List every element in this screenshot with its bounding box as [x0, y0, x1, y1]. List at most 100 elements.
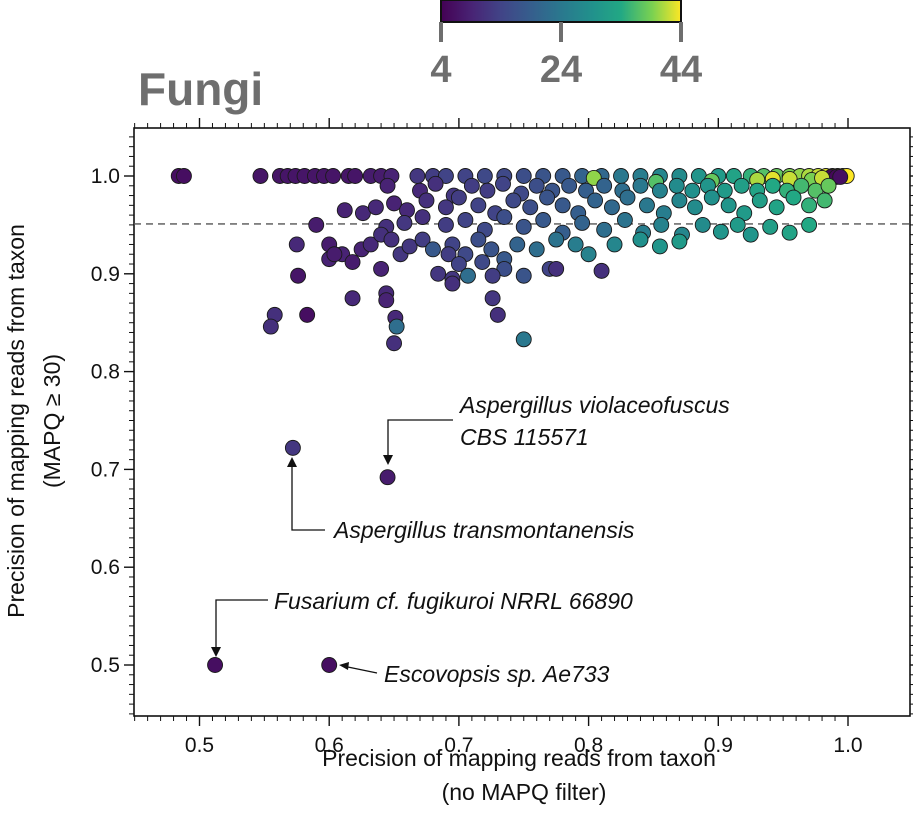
arrow-fusarium: [215, 599, 268, 652]
scatter-point: [344, 254, 361, 271]
scatter-point: [684, 182, 701, 199]
scatter-point: [762, 218, 779, 235]
scatter-point: [479, 182, 496, 199]
annotation-escovopsis: Escovopsis sp. Ae733: [384, 661, 610, 687]
annotation-violaceofuscus-line2: CBS 115571: [460, 424, 589, 450]
annotation-violaceofuscus-line1: Aspergillus violaceofuscus: [458, 392, 730, 418]
scatter-point: [578, 182, 594, 199]
scatter-point: [414, 209, 431, 226]
scatter-point: [505, 192, 522, 209]
colorbar: 4 24 44: [430, 0, 702, 91]
x-axis-label-line1: Precision of mapping reads from taxon: [322, 745, 716, 771]
scatter-point: [379, 177, 396, 194]
scatter-point: [252, 168, 269, 184]
annotation-fusarium: Fusarium cf. fugikuroi NRRL 66890: [274, 588, 633, 614]
scatter-point: [801, 216, 818, 233]
scatter-point: [632, 231, 649, 248]
scatter-point: [474, 254, 491, 271]
scatter-point: [450, 189, 467, 206]
scatter-point: [383, 231, 400, 248]
arrowhead-transmontanensis: [287, 457, 297, 467]
scatter-point: [793, 177, 810, 194]
arrowhead-fusarium: [211, 647, 221, 657]
scatter-point: [554, 197, 571, 214]
scatter-point: [430, 265, 447, 282]
scatter-point: [496, 209, 513, 226]
y-tick-label: 1.0: [91, 165, 120, 188]
colorbar-tick-label: 44: [660, 49, 702, 91]
scatter-point: [262, 318, 279, 335]
scatter-point: [299, 306, 316, 323]
scatter-point: [596, 221, 613, 238]
scatter-point: [528, 241, 545, 258]
scatter-point: [484, 290, 501, 307]
scatter-point: [515, 218, 532, 235]
y-tick-label: 0.5: [91, 654, 120, 677]
scatter-point: [437, 216, 454, 233]
plot-frame: [133, 127, 911, 717]
scatter-point: [515, 267, 532, 284]
x-tick-label: 1.0: [833, 734, 862, 757]
scatter-point: [653, 216, 670, 233]
scatter-point: [336, 202, 353, 219]
scatter-point: [528, 177, 545, 194]
y-axis-label-line2: (MAPQ ≥ 30): [39, 354, 65, 488]
scatter-point: [606, 236, 623, 253]
colorbar-ticks: 4 24 44: [430, 22, 702, 91]
scatter-point: [321, 657, 338, 673]
scatter-point: [483, 241, 500, 258]
scatter-point: [418, 192, 435, 209]
scatter-point: [574, 214, 591, 231]
scatter-point: [495, 175, 511, 192]
scatter-point: [768, 199, 785, 216]
scatter-point: [344, 290, 361, 307]
scatter-point: [816, 192, 833, 209]
scatter-point: [463, 177, 480, 194]
scatter-point: [386, 195, 402, 212]
scatter-point: [450, 256, 467, 272]
scatter-point: [288, 236, 305, 253]
scatter-point: [613, 168, 629, 184]
scatter-point: [671, 233, 688, 250]
scatter-point: [379, 469, 396, 486]
scatter-point: [687, 199, 703, 216]
scatter-point: [476, 168, 493, 184]
scatter-point: [470, 197, 487, 214]
scatter-point: [414, 231, 431, 248]
scatter-point: [535, 212, 552, 228]
scatter-point: [548, 260, 565, 277]
scatter-point: [619, 189, 636, 206]
arrowhead-violaceofuscus: [383, 455, 393, 465]
y-axis-ticks: 0.5 0.6 0.7 0.8 0.9 1.0: [91, 165, 913, 677]
scatter-point: [367, 199, 384, 216]
scatter-point: [522, 199, 539, 216]
annotation-transmontanensis: Aspergillus transmontanensis: [332, 517, 635, 543]
scatter-point: [703, 189, 720, 206]
scatter-point: [561, 177, 578, 194]
scatter-point: [284, 439, 301, 456]
y-tick-label: 0.8: [91, 361, 120, 384]
scatter-point: [354, 205, 371, 222]
scatter-point: [444, 275, 461, 292]
x-tick-label: 0.5: [185, 734, 214, 757]
scatter-point: [764, 177, 781, 194]
scatter-point: [632, 177, 649, 194]
x-tick-label: 0.6: [315, 734, 344, 757]
scatter-point: [290, 267, 307, 284]
y-tick-label: 0.9: [91, 263, 120, 286]
scatter-point: [175, 168, 192, 184]
scatter-point: [427, 175, 444, 192]
annotation-arrowheads: [211, 455, 393, 670]
scatter-point: [832, 169, 849, 185]
scatter-point: [326, 246, 343, 263]
scatter-point: [515, 331, 532, 348]
scatter-point: [396, 214, 413, 231]
scatter-point: [671, 192, 688, 209]
scatter-point: [539, 189, 556, 206]
scatter-point: [496, 260, 513, 277]
scatter-point: [603, 199, 620, 216]
scatter-point: [733, 177, 750, 194]
scatter-point: [484, 267, 501, 284]
arrow-transmontanensis: [291, 462, 325, 531]
